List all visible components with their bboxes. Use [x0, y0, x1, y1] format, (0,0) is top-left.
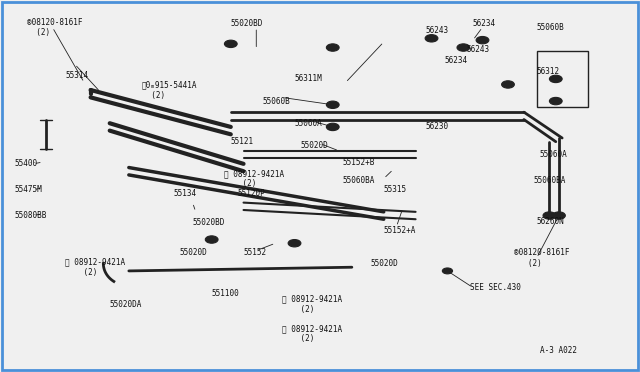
Circle shape — [425, 35, 438, 42]
Text: 55020BD: 55020BD — [193, 218, 225, 227]
Text: 56260N: 56260N — [537, 217, 564, 225]
Circle shape — [288, 240, 301, 247]
Text: 56234: 56234 — [473, 19, 496, 28]
Text: 55060BA: 55060BA — [534, 176, 566, 185]
Text: 55060A: 55060A — [294, 119, 323, 128]
Text: 56230: 56230 — [425, 122, 448, 131]
Text: Ⓝ 08912-9421A
    (2): Ⓝ 08912-9421A (2) — [225, 169, 285, 188]
Text: 55060B: 55060B — [537, 23, 564, 32]
Text: 56234: 56234 — [444, 56, 467, 65]
Text: ⑤0ₘ915-5441A
  (2): ⑤0ₘ915-5441A (2) — [141, 80, 197, 100]
Text: 56243: 56243 — [425, 26, 448, 35]
Text: A-3 A022: A-3 A022 — [540, 346, 577, 355]
Text: 55080BB: 55080BB — [14, 211, 47, 220]
Text: 55060A: 55060A — [540, 150, 568, 159]
Text: 55020BD: 55020BD — [231, 19, 263, 28]
Circle shape — [225, 40, 237, 48]
Text: 56243: 56243 — [467, 45, 490, 54]
Circle shape — [326, 44, 339, 51]
Circle shape — [457, 44, 470, 51]
Text: 55120P: 55120P — [237, 189, 265, 198]
Circle shape — [326, 101, 339, 109]
Text: 55020D: 55020D — [301, 141, 328, 150]
Text: 551100: 551100 — [212, 289, 239, 298]
Text: ®08120-8161F
  (2): ®08120-8161F (2) — [27, 17, 83, 37]
Circle shape — [502, 81, 515, 88]
Text: ®08120-8161F
   (2): ®08120-8161F (2) — [515, 248, 570, 268]
Text: 56312: 56312 — [537, 67, 560, 76]
Text: Ⓝ 08912-9421A
    (2): Ⓝ 08912-9421A (2) — [282, 324, 342, 343]
Circle shape — [476, 36, 489, 44]
Text: 55152+A: 55152+A — [384, 226, 416, 235]
Circle shape — [442, 268, 452, 274]
Text: 55134: 55134 — [173, 189, 196, 198]
Text: 55400: 55400 — [14, 159, 37, 169]
Text: 55020DA: 55020DA — [109, 300, 142, 309]
Circle shape — [552, 212, 565, 219]
Text: 55152: 55152 — [244, 248, 267, 257]
Text: SEE SEC.430: SEE SEC.430 — [470, 283, 520, 292]
Text: 55060B: 55060B — [262, 97, 291, 106]
Circle shape — [205, 236, 218, 243]
Text: 55315: 55315 — [384, 185, 407, 194]
Text: 56311M: 56311M — [294, 74, 323, 83]
Text: 55020D: 55020D — [371, 259, 399, 268]
Text: 55152+B: 55152+B — [342, 157, 374, 167]
Text: Ⓝ 08912-9421A
    (2): Ⓝ 08912-9421A (2) — [282, 295, 342, 314]
Circle shape — [549, 97, 562, 105]
Text: 55020D: 55020D — [180, 248, 207, 257]
Circle shape — [543, 212, 556, 219]
Text: 55121: 55121 — [231, 137, 254, 146]
Circle shape — [549, 75, 562, 83]
Circle shape — [326, 123, 339, 131]
Text: 55060BA: 55060BA — [342, 176, 374, 185]
Text: 55475M: 55475M — [14, 185, 42, 194]
Text: 55314: 55314 — [65, 71, 88, 80]
Text: Ⓝ 08912-9421A
    (2): Ⓝ 08912-9421A (2) — [65, 257, 125, 277]
